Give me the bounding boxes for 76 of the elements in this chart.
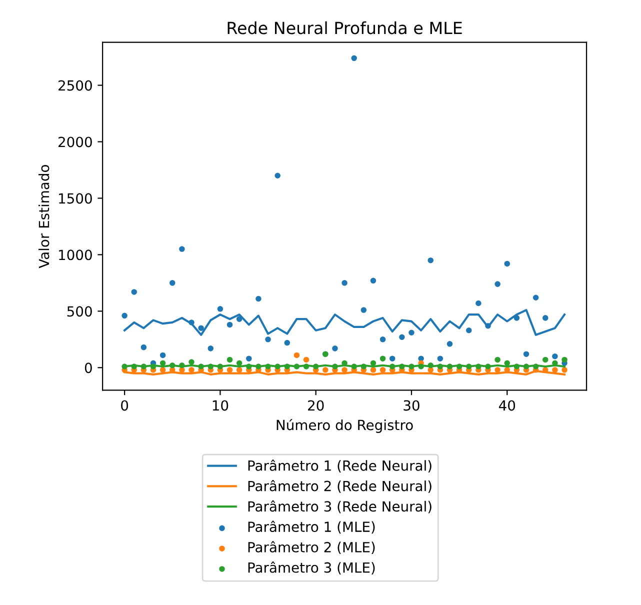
point (342, 280, 348, 286)
legend-label: Parâmetro 1 (MLE) (248, 520, 375, 534)
x-tick-label: 30 (404, 400, 420, 411)
point (476, 300, 482, 306)
legend-label: Parâmetro 2 (Rede Neural) (248, 480, 432, 493)
point (542, 315, 548, 321)
y-tick-label: 2000 (58, 136, 92, 148)
point (236, 316, 242, 322)
point (226, 322, 233, 328)
point (380, 367, 386, 373)
point (523, 351, 530, 357)
point (562, 356, 568, 363)
point (208, 346, 214, 352)
point (552, 367, 558, 373)
point (542, 356, 548, 363)
point (246, 356, 252, 362)
point (342, 367, 348, 373)
y-tick-label: 500 (67, 306, 92, 317)
point (303, 356, 310, 363)
point (494, 281, 500, 287)
point (274, 172, 280, 179)
point (466, 327, 472, 334)
y-tick-label: 1000 (59, 250, 92, 260)
point (169, 280, 176, 286)
y-tick-label: 0 (84, 362, 92, 374)
point (217, 306, 224, 312)
point (380, 356, 386, 362)
x-tick-label: 20 (308, 400, 324, 411)
point (226, 356, 233, 363)
legend-label: Parâmetro 3 (Rede Neural) (248, 500, 432, 514)
point (552, 353, 558, 360)
point (226, 367, 233, 373)
point (428, 257, 434, 264)
point (188, 367, 194, 373)
y-axis-title: Valor Estimado (38, 165, 50, 268)
point (532, 294, 539, 300)
point (360, 307, 367, 313)
point (399, 334, 405, 340)
x-tick-label: 40 (498, 400, 516, 411)
point (504, 260, 510, 267)
point (408, 330, 414, 336)
point (160, 352, 166, 358)
point (322, 367, 328, 373)
point (418, 356, 424, 362)
point (494, 356, 500, 363)
legend-label: Parâmetro 2 (MLE) (248, 541, 375, 554)
point (236, 367, 242, 373)
point (370, 278, 376, 284)
point (437, 356, 444, 362)
y-tick-label: 2500 (58, 80, 92, 91)
point (332, 346, 338, 352)
x-axis-title: Número do Registro (276, 418, 413, 433)
x-tick-label: 10 (212, 400, 228, 411)
point (265, 336, 271, 342)
point (160, 367, 166, 373)
point (562, 367, 568, 373)
point (256, 296, 262, 302)
point (494, 367, 500, 373)
point (284, 340, 290, 346)
point (446, 341, 453, 347)
x-tick-label: 0 (121, 400, 128, 411)
point (188, 359, 194, 365)
legend-label: Parâmetro 1 (Rede Neural) (248, 460, 432, 473)
point (380, 336, 386, 342)
point (389, 356, 396, 362)
point (122, 312, 128, 319)
point (140, 344, 147, 350)
point (351, 55, 357, 62)
point (198, 325, 204, 331)
point (131, 289, 138, 295)
y-tick-label: 1500 (59, 193, 92, 204)
point (370, 367, 376, 373)
legend-label: Parâmetro 3 (MLE) (248, 562, 375, 574)
chart-title: Rede Neural Profunda e MLE (228, 21, 462, 34)
point (179, 246, 185, 252)
point (294, 352, 300, 358)
